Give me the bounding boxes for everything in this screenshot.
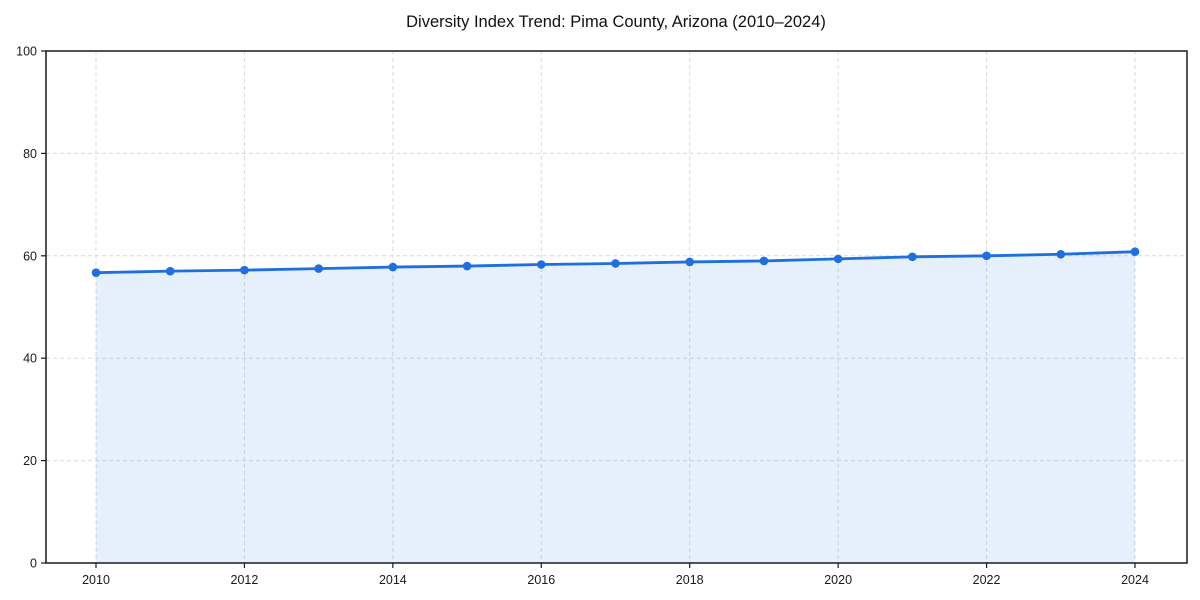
data-point-marker-2022 xyxy=(982,251,991,261)
data-point-marker-2015 xyxy=(462,261,472,271)
plot-area: 0 20 40 60 80 100 2010 2012 2014 2016 2018 2020 2022… xyxy=(16,45,1188,587)
data-point-marker-2021 xyxy=(908,252,917,262)
x-tick-label: 2022 xyxy=(973,573,1001,587)
y-tick-label: 40 xyxy=(23,352,37,366)
x-tick-label: 2020 xyxy=(824,573,852,587)
data-point-marker-2017 xyxy=(611,259,620,268)
data-point-marker-2016 xyxy=(536,260,546,269)
y-tick-label: 60 xyxy=(23,249,37,263)
y-tick-label: 0 xyxy=(30,557,37,571)
data-point-marker-2023 xyxy=(1056,249,1066,259)
data-point-marker-2010 xyxy=(91,268,101,277)
data-point-marker-2018 xyxy=(685,257,695,267)
y-tick-label: 20 xyxy=(23,454,37,468)
x-tick-label: 2024 xyxy=(1121,573,1149,587)
y-tick-label: 80 xyxy=(23,147,37,161)
data-point-marker-2011 xyxy=(165,266,175,276)
data-point-marker-2024 xyxy=(1130,247,1140,257)
x-tick-label: 2018 xyxy=(676,573,704,587)
x-tick-label: 2010 xyxy=(82,573,110,587)
area-fill xyxy=(96,251,1135,564)
x-tick-label: 2012 xyxy=(231,573,259,587)
x-tick-label: 2014 xyxy=(379,573,407,587)
y-tick-label: 100 xyxy=(16,45,37,59)
x-tick-label: 2016 xyxy=(527,573,555,587)
data-point-marker-2014 xyxy=(388,262,398,272)
chart-title: Diversity Index Trend: Pima County, Ariz… xyxy=(406,13,826,31)
data-point-marker-2012 xyxy=(240,265,249,275)
plot-border xyxy=(45,50,1188,564)
data-point-marker-2013 xyxy=(314,264,323,273)
data-point-marker-2020 xyxy=(833,254,843,264)
data-point-marker-2019 xyxy=(759,256,769,266)
